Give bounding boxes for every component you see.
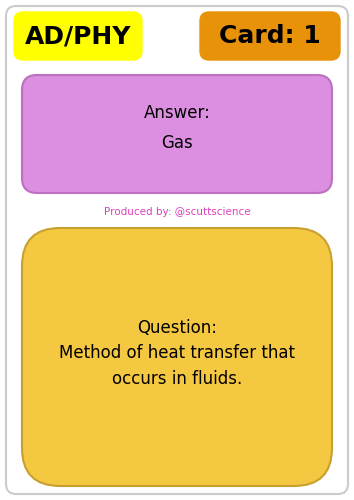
Text: Gas: Gas: [161, 134, 193, 152]
Text: Method of heat transfer that
occurs in fluids.: Method of heat transfer that occurs in f…: [59, 344, 295, 388]
Text: Question:: Question:: [137, 319, 217, 337]
FancyBboxPatch shape: [200, 12, 340, 60]
Text: Card: 1: Card: 1: [219, 24, 321, 48]
Text: Produced by: @scuttscience: Produced by: @scuttscience: [104, 207, 250, 217]
Text: Answer:: Answer:: [144, 104, 210, 122]
FancyBboxPatch shape: [22, 75, 332, 193]
FancyBboxPatch shape: [22, 228, 332, 486]
Text: AD/PHY: AD/PHY: [25, 24, 131, 48]
FancyBboxPatch shape: [14, 12, 142, 60]
FancyBboxPatch shape: [6, 6, 348, 494]
